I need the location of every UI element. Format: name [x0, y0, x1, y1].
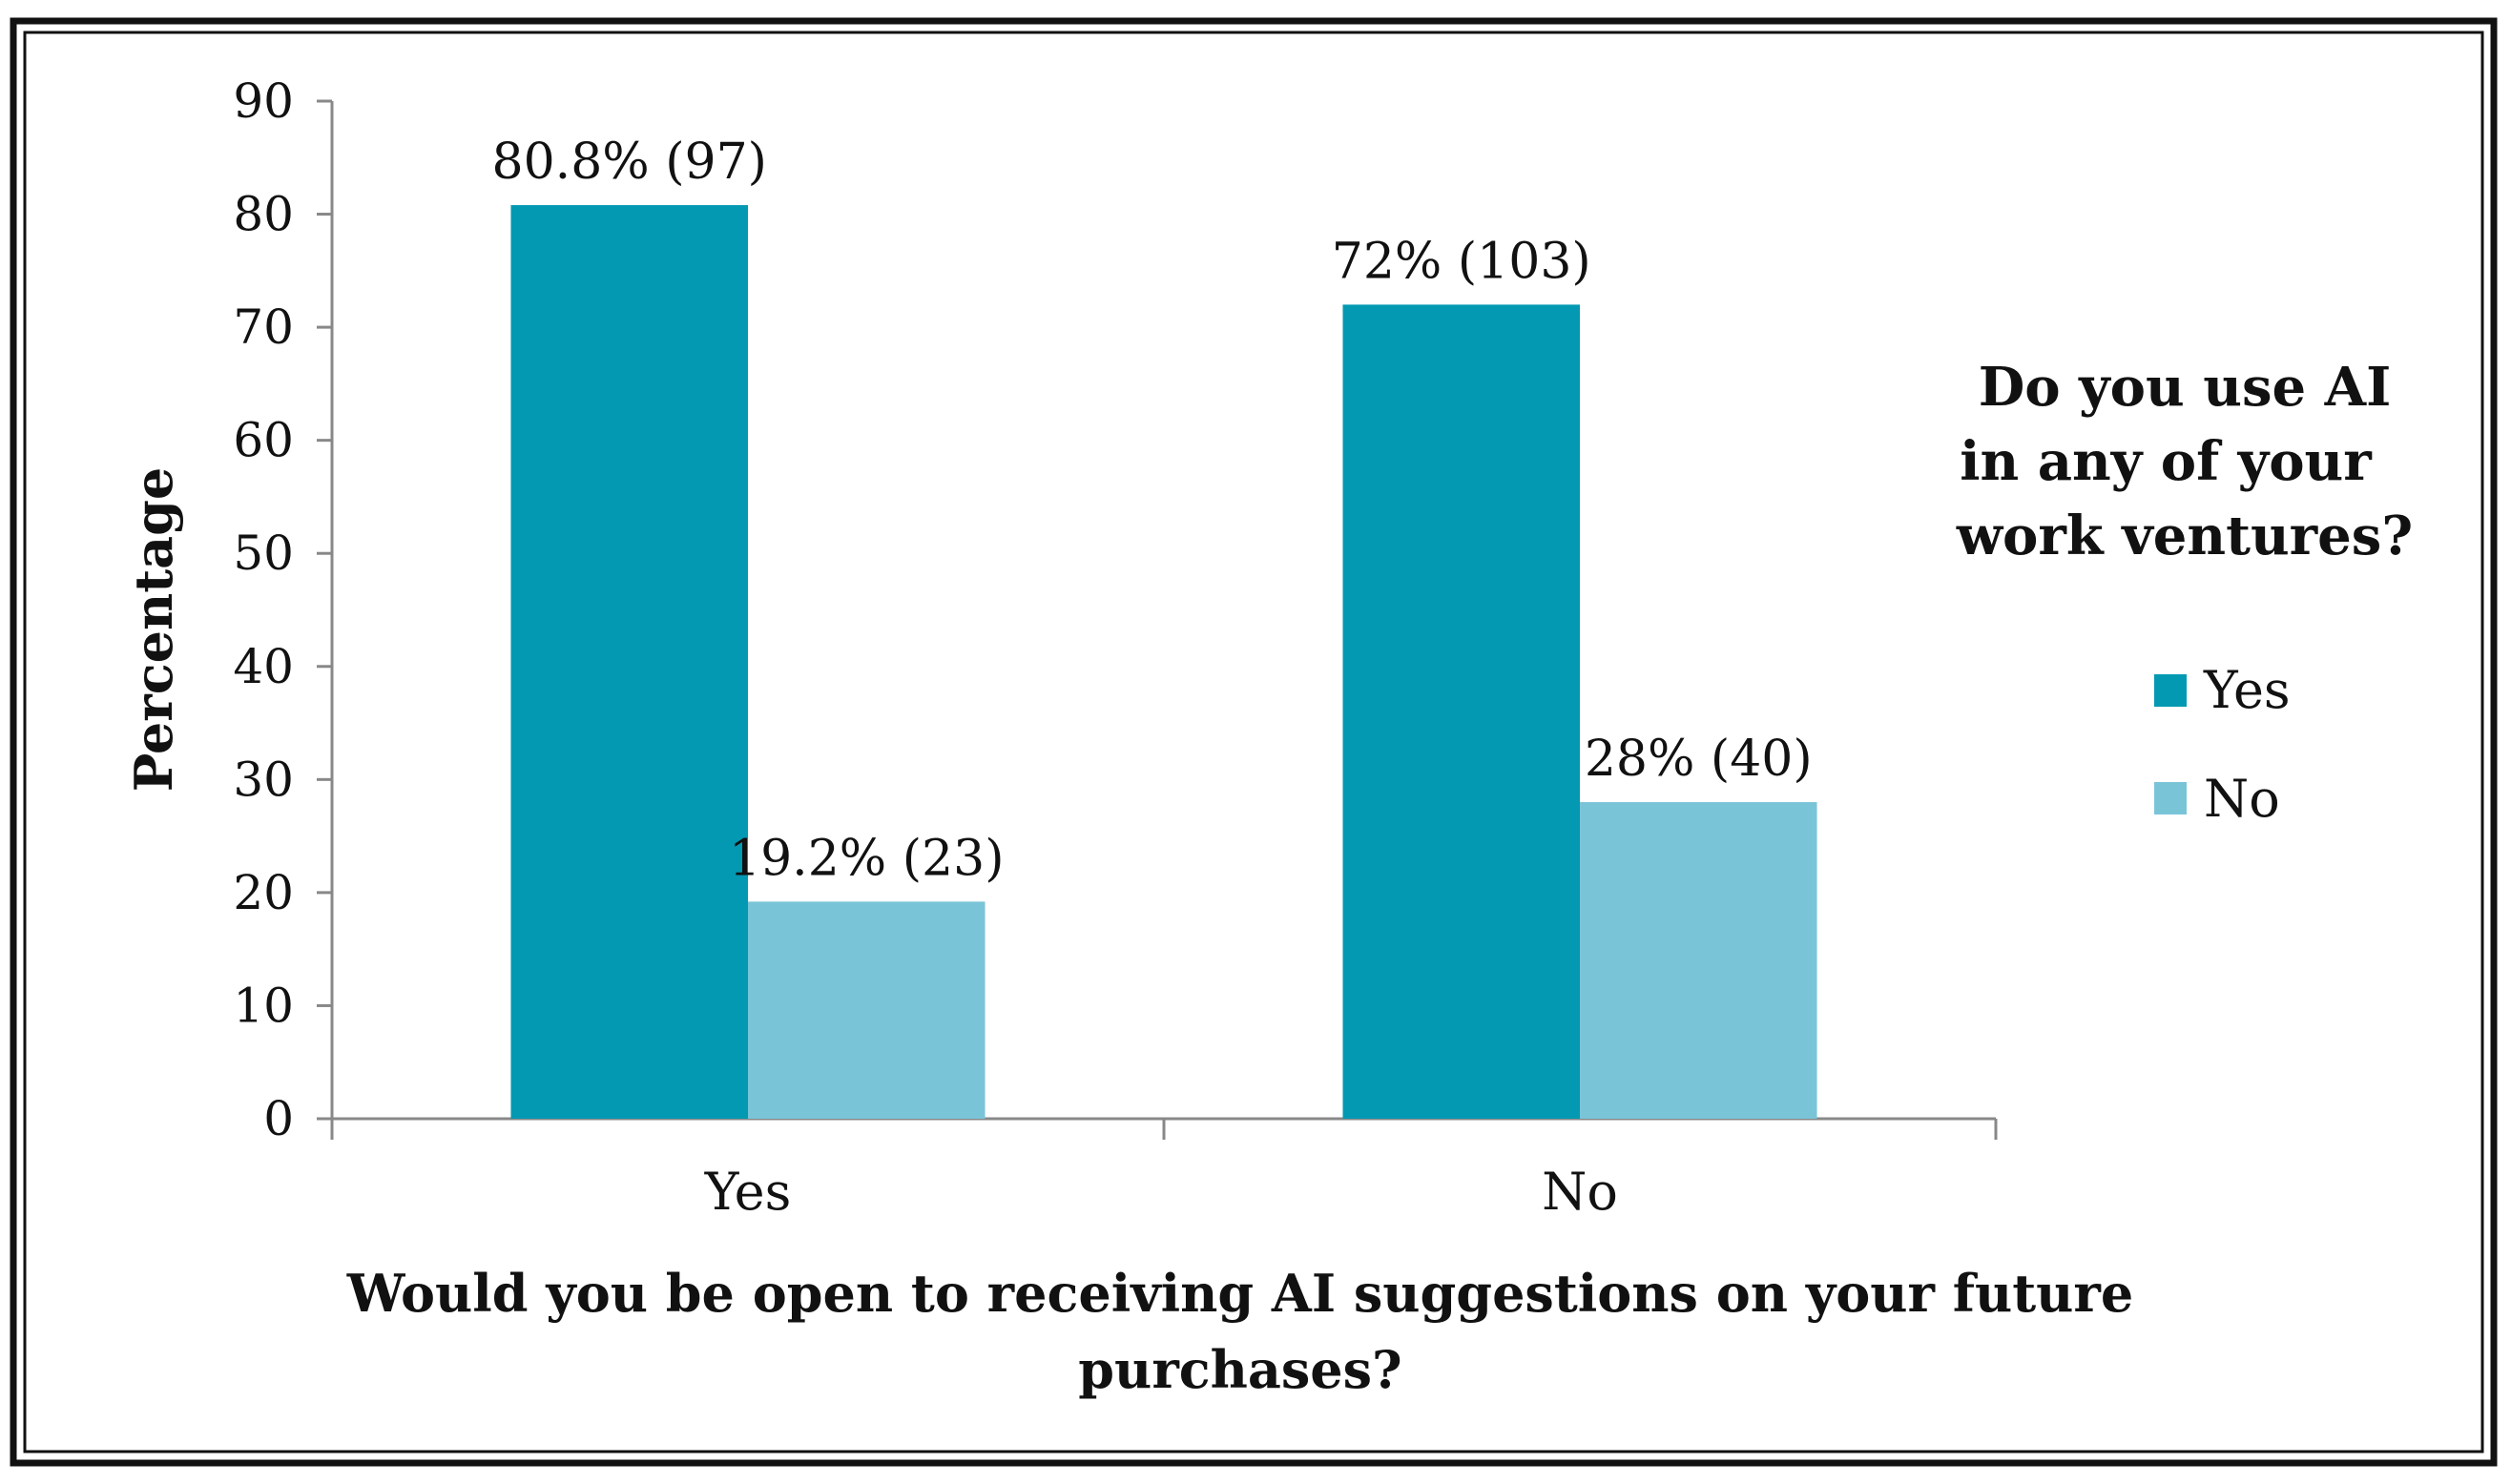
legend-title-line-2: in any of your — [1960, 430, 2373, 493]
y-axis-title: Percentage — [123, 467, 184, 793]
y-tick-label: 10 — [233, 978, 294, 1033]
x-axis: Yes No — [330, 1117, 1998, 1222]
y-tick-label: 70 — [233, 299, 294, 355]
y-tick-label: 80 — [233, 187, 294, 242]
y-tick-label: 90 — [233, 73, 294, 129]
bars — [510, 205, 1817, 1119]
y-tick-label: 40 — [233, 639, 294, 694]
legend: Do you use AI in any of your work ventur… — [1956, 356, 2413, 829]
y-tick-label: 50 — [233, 526, 294, 581]
bar — [748, 901, 986, 1119]
bar — [1580, 802, 1817, 1119]
y-tick-label: 30 — [233, 752, 294, 807]
bar — [1342, 304, 1580, 1119]
chart-frame-inner — [23, 31, 2484, 1453]
x-category-label: No — [1542, 1162, 1618, 1222]
legend-title-line-3: work ventures? — [1956, 505, 2413, 567]
y-tick-label: 20 — [233, 865, 294, 920]
x-category-label: Yes — [704, 1162, 792, 1222]
y-tick-label: 60 — [233, 413, 294, 468]
bar-data-label: 19.2% (23) — [729, 830, 1004, 887]
chart-frame-outer — [10, 17, 2498, 1467]
legend-swatch-yes — [2154, 674, 2187, 707]
legend-label-no: No — [2204, 769, 2280, 829]
y-axis: 0 10 20 30 40 50 60 70 80 90 — [233, 73, 334, 1146]
legend-title-line-1: Do you use AI — [1979, 356, 2392, 419]
legend-label-yes: Yes — [2203, 660, 2291, 720]
bar-data-label: 28% (40) — [1585, 731, 1813, 788]
x-axis-title-line-2: purchases? — [1078, 1339, 1401, 1400]
bar — [510, 205, 748, 1119]
legend-swatch-no — [2154, 782, 2187, 814]
bar-data-label: 80.8% (97) — [492, 134, 767, 191]
x-axis-title-line-1: Would you be open to receiving AI sugges… — [346, 1263, 2134, 1324]
data-labels: 80.8% (97) 19.2% (23) 72% (103) 28% (40) — [492, 134, 1813, 887]
bar-data-label: 72% (103) — [1332, 233, 1591, 290]
y-tick-label: 0 — [263, 1091, 294, 1146]
